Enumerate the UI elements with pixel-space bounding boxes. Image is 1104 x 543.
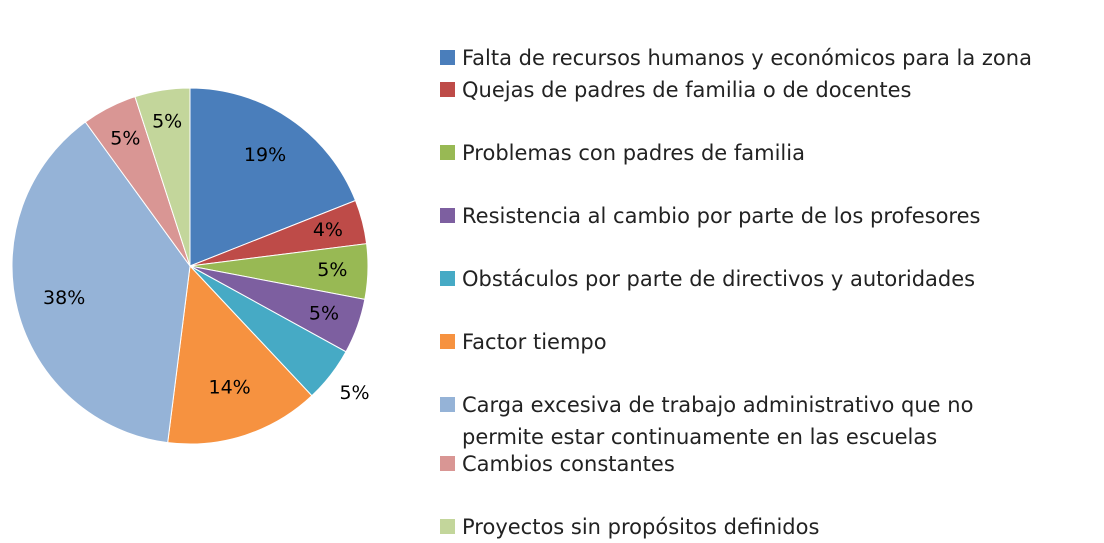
pie-slice — [134, 87, 191, 267]
pie-slice — [167, 264, 313, 445]
pie-slice — [11, 121, 191, 444]
legend-label: Cambios constantes — [462, 452, 675, 476]
legend-label: Problemas con padres de familia — [462, 141, 805, 165]
data-label: 19% — [244, 144, 286, 166]
data-label: 5% — [339, 382, 369, 404]
data-label: 5% — [309, 303, 339, 325]
legend-swatch — [440, 397, 455, 412]
legend-label: Carga excesiva de trabajo administrativo… — [462, 393, 974, 449]
legend-swatch — [440, 145, 455, 160]
legend-swatch — [440, 456, 455, 471]
data-label: 5% — [317, 259, 347, 281]
legend-swatch — [440, 334, 455, 349]
data-label: 14% — [208, 376, 250, 398]
legend-label: Resistencia al cambio por parte de los p… — [462, 204, 981, 228]
data-label: 4% — [313, 219, 343, 241]
legend-label: Factor tiempo — [462, 330, 607, 354]
legend-label: Falta de recursos humanos y económicos p… — [462, 46, 1032, 70]
legend-swatch — [440, 208, 455, 223]
legend-swatch — [440, 50, 455, 65]
data-label: 38% — [43, 287, 85, 309]
pie-slice — [189, 87, 357, 267]
data-label: 5% — [110, 128, 140, 150]
legend-swatch — [440, 519, 455, 534]
legend-swatch — [440, 271, 455, 286]
legend-label: Obstáculos por parte de directivos y aut… — [462, 267, 976, 291]
legend-label: Proyectos sin propósitos definidos — [462, 515, 820, 539]
data-label: 5% — [152, 110, 182, 132]
legend-label: Quejas de padres de familia o de docente… — [462, 78, 912, 102]
legend-swatch — [440, 82, 455, 97]
